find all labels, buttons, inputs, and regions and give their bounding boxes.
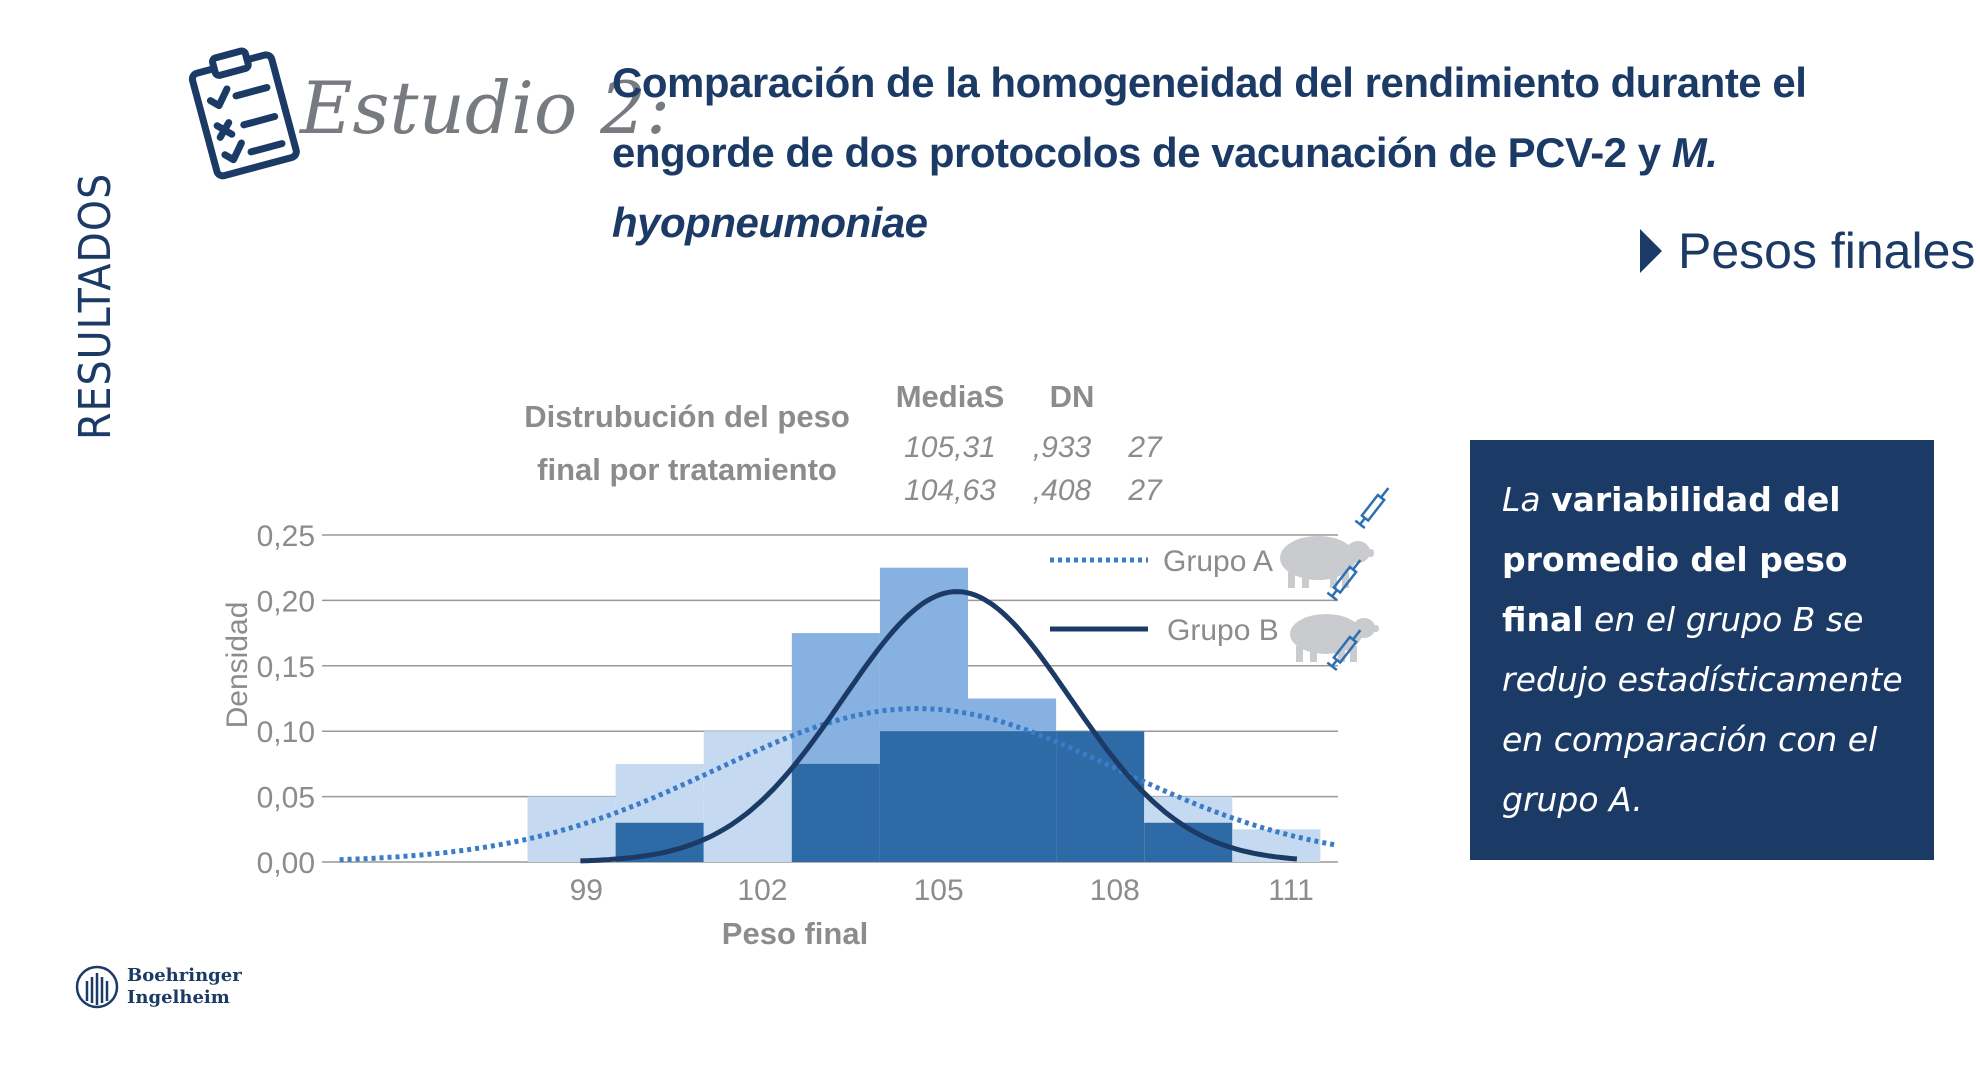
stats-cell: 27: [1127, 431, 1163, 464]
title-main-text: Comparación de la homogeneidad del rendi…: [612, 59, 1807, 176]
histogram-bar-grupo-b: [968, 731, 1057, 862]
stats-cell: ,933: [1033, 431, 1092, 464]
section-pesos-finales-link[interactable]: Pesos finales: [1640, 222, 1975, 280]
logo-line-1: Boehringer: [127, 965, 242, 986]
page-title: Comparación de la homogeneidad del rendi…: [612, 48, 1902, 258]
callout-text-start: La: [1502, 480, 1552, 519]
chart-curves: [339, 589, 1339, 864]
callout-text-end: en el grupo B se redujo estadísticamente…: [1502, 600, 1903, 819]
legend-label-grupo-a: Grupo A: [1163, 545, 1273, 578]
density-curve-grupo-b: [580, 589, 1298, 864]
stats-cell: 105,31: [904, 431, 996, 464]
chart-subtitle-line2: final por tratamiento: [537, 452, 837, 487]
boehringer-logo: Boehringer Ingelheim: [75, 965, 242, 1009]
y-tick-label: 0,20: [257, 585, 315, 618]
x-tick-label: 111: [1268, 874, 1314, 907]
syringe-icon: [1354, 487, 1390, 529]
y-tick-label: 0,00: [257, 847, 315, 880]
histogram-bar-grupo-a: [703, 731, 792, 862]
x-tick-label: 108: [1090, 874, 1140, 907]
clipboard-checklist-icon: [188, 47, 300, 180]
histogram-bar-grupo-b: [791, 763, 880, 862]
stats-cell: 104,63: [904, 474, 996, 507]
callout-box: La variabilidad del promedio del peso fi…: [1470, 440, 1934, 860]
syringe-icon: [1326, 629, 1362, 671]
y-tick-label: 0,10: [257, 716, 315, 749]
legend-label-grupo-b: Grupo B: [1167, 614, 1279, 647]
chart-bars: [527, 567, 1321, 862]
y-tick-label: 0,05: [257, 782, 315, 815]
x-tick-label: 105: [914, 874, 964, 907]
pig-icon: [1280, 536, 1374, 588]
chart-legend: Grupo A Grupo B: [1050, 487, 1390, 671]
callout-text-emphasis: variabilidad del promedio del peso final: [1502, 480, 1848, 639]
title-italic-text: M. hyopneumoniae: [612, 129, 1718, 246]
y-tick-label: 0,25: [257, 520, 315, 553]
stats-header-dn: DN: [1050, 379, 1095, 414]
stats-cell: ,408: [1033, 474, 1092, 507]
play-triangle-icon: [1640, 229, 1662, 273]
density-curve-grupo-a: [339, 706, 1339, 863]
y-axis-label: Densidad: [221, 602, 254, 729]
stats-header-media: MediaS: [896, 379, 1005, 414]
x-tick-label: 102: [737, 874, 787, 907]
chart-subtitle-line1: Distrubución del peso: [524, 399, 850, 434]
syringe-icon: [1326, 559, 1362, 601]
boehringer-emblem-icon: [75, 965, 119, 1009]
study-label: Estudio 2:: [300, 66, 671, 150]
chart-axis: 0,00 0,05 0,10 0,15 0,20 0,25 99 102 105 108 111: [257, 520, 1314, 907]
stats-cell: 27: [1127, 474, 1163, 507]
x-tick-label: 99: [570, 874, 603, 907]
logo-wordmark: Boehringer Ingelheim: [127, 965, 242, 1009]
x-axis-label: Peso final: [722, 916, 868, 951]
histogram-bar-grupo-b: [1056, 731, 1145, 862]
logo-line-2: Ingelheim: [127, 987, 230, 1008]
histogram-chart: 0,00 0,05 0,10 0,15 0,20 0,25 99 102 105 108 111 D…: [221, 379, 1390, 951]
histogram-bar-grupo-b: [879, 731, 969, 862]
y-tick-label: 0,15: [257, 651, 315, 684]
section-label: Pesos finales: [1678, 223, 1976, 279]
